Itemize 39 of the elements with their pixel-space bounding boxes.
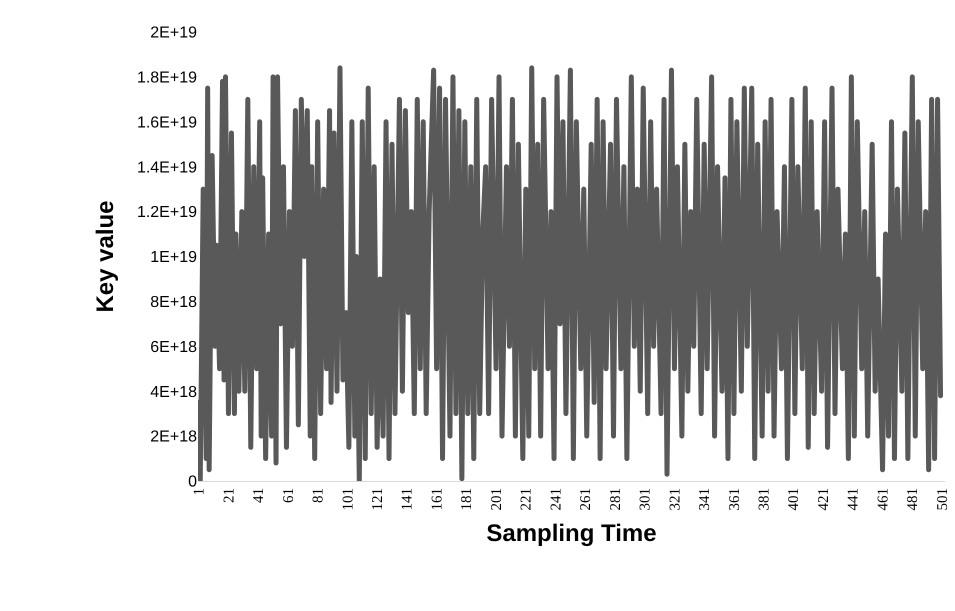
x-tick-label: 161 (429, 488, 446, 510)
y-tick-label: 4E+18 (150, 384, 198, 401)
x-tick-label: 361 (726, 488, 743, 510)
x-tick-label: 481 (905, 488, 922, 510)
x-tick-label: 381 (756, 488, 773, 510)
x-tick-label: 61 (280, 488, 297, 503)
y-tick-label: 0 (188, 474, 198, 491)
y-tick-label: 1.4E+19 (136, 159, 198, 176)
x-tick-label: 461 (875, 488, 892, 510)
x-tick-label: 41 (251, 488, 268, 503)
x-tick-label: 1 (192, 488, 208, 496)
x-tick-label: 21 (221, 488, 238, 503)
x-axis-title: Sampling Time (486, 520, 657, 547)
x-tick-label: 321 (667, 488, 684, 510)
y-tick-label: 1.6E+19 (136, 114, 198, 132)
y-axis-title: Key value (92, 200, 120, 313)
x-tick-label: 221 (518, 488, 535, 510)
x-tick-label: 441 (846, 488, 862, 510)
y-tick-label: 2E+19 (150, 24, 198, 42)
y-tick-label: 1.8E+19 (136, 70, 198, 86)
x-tick-label: 281 (608, 488, 624, 510)
x-tick-label: 121 (370, 488, 386, 510)
y-tick-label: 1.2E+19 (136, 204, 198, 222)
y-tick-label: 6E+18 (150, 338, 198, 356)
y-tick-label: 8E+18 (150, 294, 198, 311)
x-tick-label: 81 (310, 488, 327, 503)
x-tick-label: 401 (786, 488, 802, 510)
x-tick-label: 201 (488, 488, 505, 510)
x-tick-label: 241 (548, 488, 564, 510)
x-tick-label: 101 (340, 488, 356, 510)
y-tick-label: 1E+19 (150, 249, 198, 266)
x-tick-label: 301 (638, 488, 654, 510)
x-tick-label: 501 (934, 488, 951, 510)
x-tick-label: 341 (697, 488, 714, 510)
x-tick-label: 181 (459, 488, 476, 510)
x-tick-label: 261 (578, 488, 594, 510)
y-tick-label: 2E+18 (150, 428, 198, 446)
x-tick-label: 141 (400, 488, 416, 510)
x-tick-label: 421 (816, 488, 832, 510)
